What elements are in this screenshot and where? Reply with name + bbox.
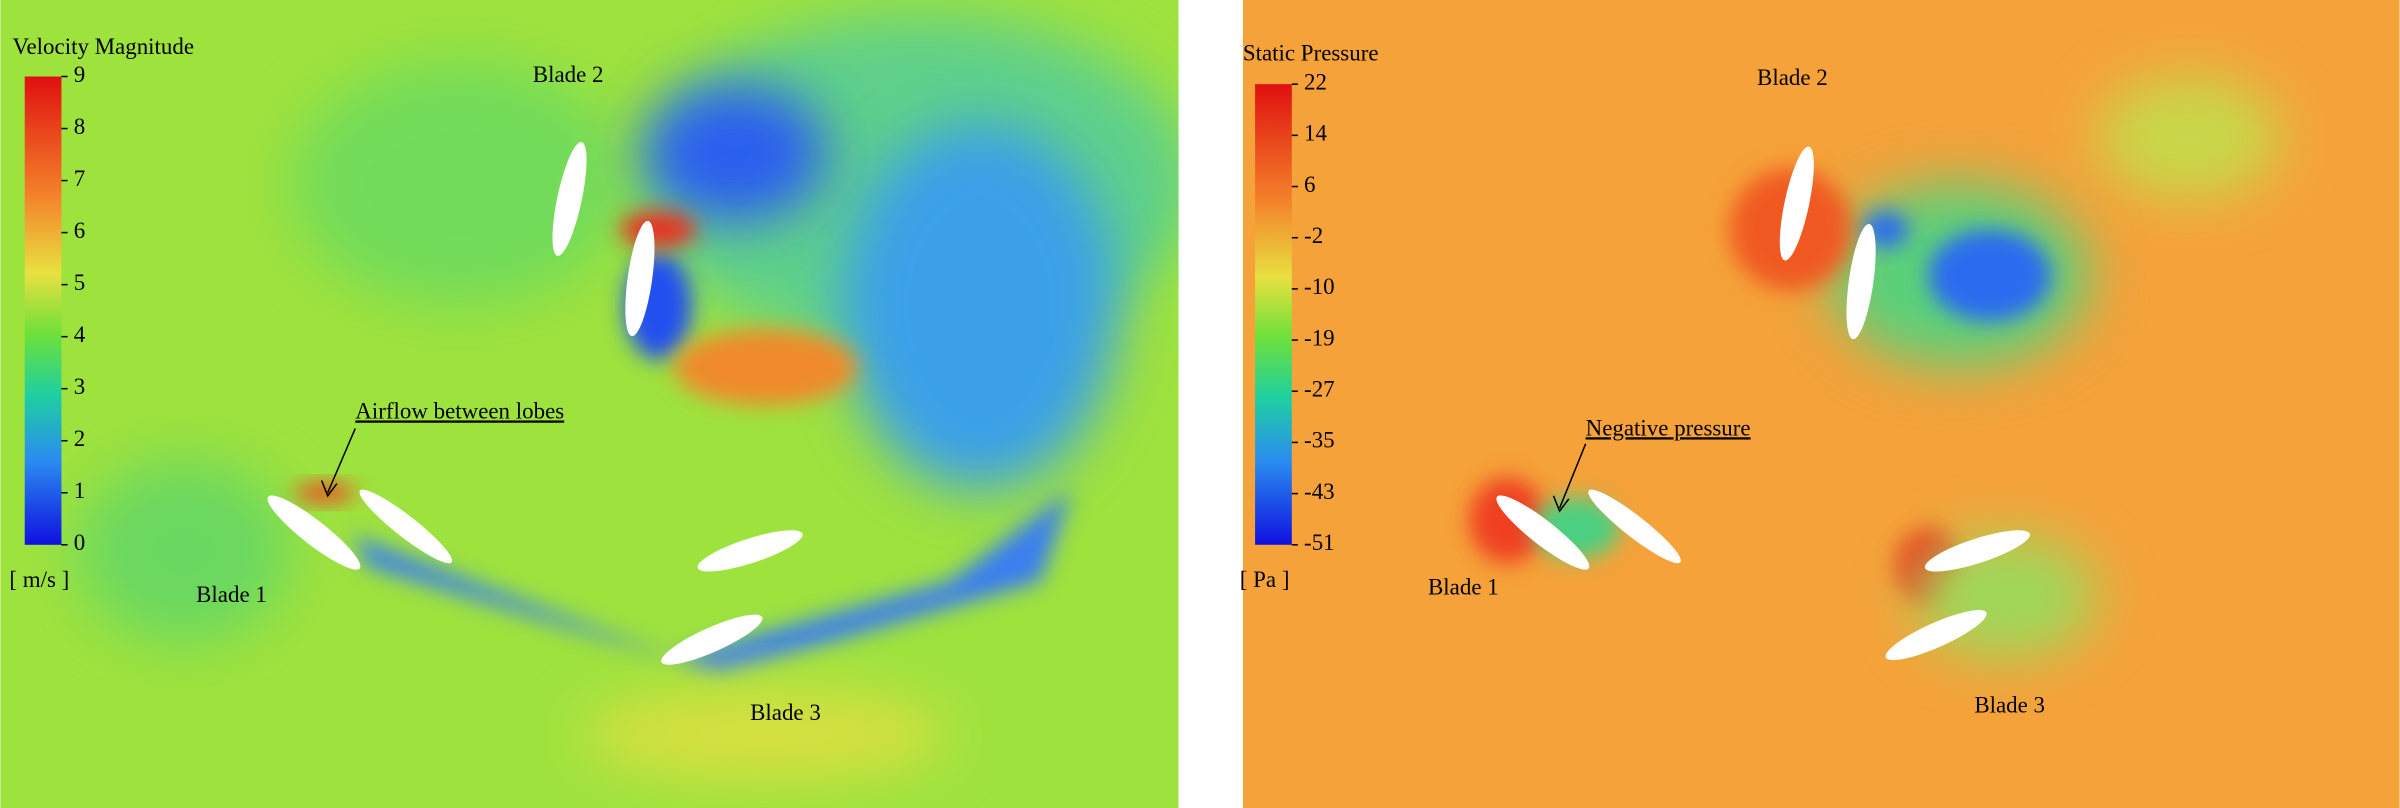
blade-label: Blade 1 [1428, 574, 1499, 599]
colorbar-tick-label: 3 [74, 374, 85, 399]
colorbar-tick-label: -43 [1304, 479, 1335, 504]
annotation-arrows [320, 428, 1587, 513]
colorbar-unit: [ m/s ] [9, 567, 69, 592]
blade-label: Blade 2 [533, 62, 604, 87]
colorbar-tick-label: 1 [74, 478, 85, 503]
colorbar-tick-label: -19 [1304, 325, 1335, 350]
colorbar-tick-label: 6 [74, 218, 85, 243]
colorbar-title: Static Pressure [1243, 40, 1379, 65]
blade-label: Blade 3 [1974, 692, 2045, 717]
colorbar-tick-label: -27 [1304, 377, 1335, 402]
colorbar-tick-label: -10 [1304, 274, 1335, 299]
colorbar-tick-label: 7 [74, 166, 85, 191]
colorbar-tick-label: 0 [74, 530, 85, 555]
colorbar-tick-label: 9 [74, 62, 85, 87]
colorbar-tick-label: -51 [1304, 530, 1335, 555]
blade-label: Blade 2 [1757, 65, 1828, 90]
colorbar-tick-label: 6 [1304, 172, 1315, 197]
colorbar [24, 76, 62, 545]
colorbar-tick-label: -2 [1304, 223, 1323, 248]
colorbar-tick-label: 2 [74, 426, 85, 451]
colorbar-tick-label: 14 [1304, 121, 1327, 146]
colorbar-tick-label: 22 [1304, 69, 1327, 94]
colorbar-tick-label: 4 [74, 322, 86, 347]
blade-label: Blade 1 [196, 582, 267, 607]
pressure-field [1242, 0, 2400, 808]
colorbar-tick-label: 8 [74, 114, 85, 139]
colorbar-tick-label: -35 [1304, 428, 1335, 453]
colorbar-title: Velocity Magnitude [12, 34, 194, 59]
annotation: Negative pressure [1586, 415, 1751, 440]
annotation: Airflow between lobes [355, 398, 564, 423]
blade-label: Blade 3 [750, 700, 821, 725]
colorbar-tick-label: 5 [74, 270, 85, 295]
colorbar [1255, 84, 1292, 545]
colorbar-unit: [ Pa ] [1240, 567, 1290, 592]
velocity-field [0, 0, 1179, 808]
